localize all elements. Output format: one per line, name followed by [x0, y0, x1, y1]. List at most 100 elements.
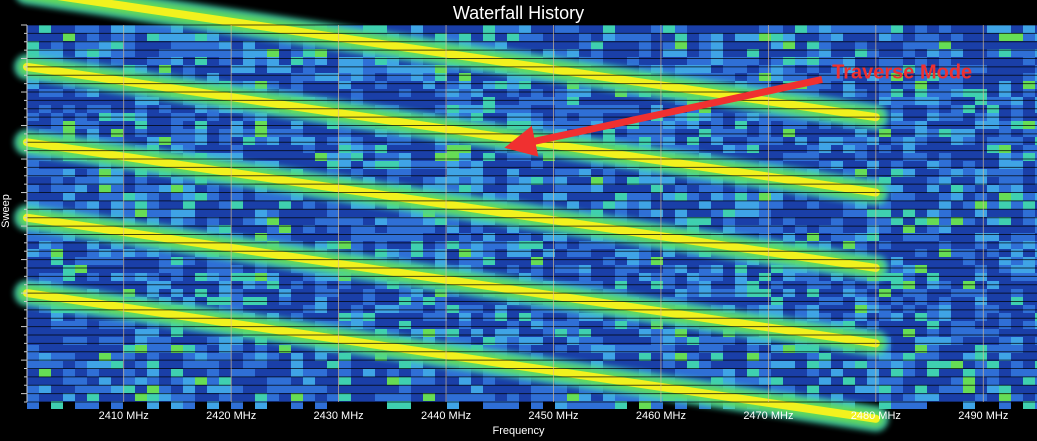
heatmap-cell — [507, 249, 519, 257]
heatmap-cell — [831, 369, 843, 377]
heatmap-cell — [483, 193, 495, 201]
heatmap-cell — [579, 41, 591, 49]
heatmap-cell — [183, 193, 195, 201]
heatmap-cell — [735, 209, 747, 217]
heatmap-cell — [483, 241, 495, 249]
heatmap-cell — [903, 393, 915, 401]
heatmap-cell — [75, 201, 87, 209]
heatmap-cell — [795, 193, 807, 201]
heatmap-cell — [891, 169, 903, 177]
heatmap-cell — [303, 369, 315, 377]
heatmap-cell — [63, 337, 75, 345]
heatmap-cell — [915, 265, 927, 273]
heatmap-cell — [807, 361, 819, 369]
heatmap-cell — [675, 217, 687, 225]
heatmap-cell — [183, 401, 195, 409]
heatmap-cell — [963, 161, 975, 169]
heatmap-cell — [291, 401, 303, 409]
heatmap-cell — [795, 25, 807, 33]
heatmap-cell — [759, 73, 771, 81]
heatmap-cell — [339, 65, 351, 73]
heatmap-cell — [663, 129, 675, 137]
heatmap-cell — [159, 257, 171, 265]
heatmap-cell — [99, 193, 111, 201]
heatmap-cell — [27, 81, 39, 89]
heatmap-cell — [855, 25, 867, 33]
heatmap-cell — [939, 361, 951, 369]
heatmap-cell — [507, 89, 519, 97]
heatmap-cell — [27, 353, 39, 361]
heatmap-cell — [27, 361, 39, 369]
heatmap-cell — [939, 193, 951, 201]
heatmap-cell — [603, 177, 615, 185]
heatmap-cell — [975, 329, 987, 337]
heatmap-cell — [243, 81, 255, 89]
heatmap-cell — [951, 73, 963, 81]
heatmap-cell — [723, 65, 735, 73]
heatmap-cell — [279, 345, 291, 353]
heatmap-cell — [327, 217, 339, 225]
heatmap-cell — [783, 345, 795, 353]
heatmap-cell — [831, 233, 843, 241]
heatmap-cell — [975, 97, 987, 105]
heatmap-cell — [51, 201, 63, 209]
heatmap-cell — [471, 265, 483, 273]
heatmap-cell — [351, 65, 363, 73]
heatmap-cell — [915, 385, 927, 393]
heatmap-cell — [711, 129, 723, 137]
heatmap-cell — [135, 177, 147, 185]
heatmap-cell — [339, 369, 351, 377]
heatmap-cell — [939, 25, 951, 33]
heatmap-cell — [627, 129, 639, 137]
heatmap-cell — [147, 321, 159, 329]
heatmap-cell — [915, 73, 927, 81]
heatmap-cell — [987, 49, 999, 57]
heatmap-cell — [615, 401, 627, 409]
heatmap-cell — [939, 249, 951, 257]
heatmap-cell — [483, 41, 495, 49]
heatmap-cell — [387, 57, 399, 65]
heatmap-cell — [387, 305, 399, 313]
heatmap-cell — [171, 369, 183, 377]
heatmap-cell — [891, 137, 903, 145]
heatmap-cell — [891, 265, 903, 273]
heatmap-cell — [51, 353, 63, 361]
heatmap-cell — [483, 97, 495, 105]
heatmap-cell — [471, 257, 483, 265]
heatmap-cell — [663, 137, 675, 145]
heatmap-cell — [1023, 233, 1035, 241]
heatmap-cell — [375, 129, 387, 137]
heatmap-cell — [735, 33, 747, 41]
heatmap-cell — [387, 169, 399, 177]
heatmap-cell — [1035, 65, 1037, 73]
heatmap-cell — [615, 273, 627, 281]
heatmap-cell — [27, 385, 39, 393]
heatmap-cell — [459, 177, 471, 185]
heatmap-cell — [231, 401, 243, 409]
heatmap-cell — [735, 145, 747, 153]
heatmap-cell — [183, 385, 195, 393]
heatmap-cell — [927, 97, 939, 105]
heatmap-cell — [303, 201, 315, 209]
heatmap-cell — [87, 401, 99, 409]
heatmap-cell — [339, 153, 351, 161]
heatmap-cell — [63, 369, 75, 377]
heatmap-cell — [555, 385, 567, 393]
heatmap-cell — [243, 129, 255, 137]
heatmap-cell — [903, 137, 915, 145]
heatmap-cell — [183, 33, 195, 41]
heatmap-cell — [147, 137, 159, 145]
heatmap-cell — [39, 369, 51, 377]
heatmap-cell — [747, 33, 759, 41]
heatmap-cell — [279, 201, 291, 209]
heatmap-cell — [939, 169, 951, 177]
heatmap-cell — [231, 305, 243, 313]
heatmap-cell — [1011, 265, 1023, 273]
heatmap-cell — [939, 57, 951, 65]
heatmap-cell — [711, 121, 723, 129]
heatmap-cell — [999, 337, 1011, 345]
heatmap-cell — [1035, 273, 1037, 281]
heatmap-cell — [543, 121, 555, 129]
heatmap-cell — [711, 57, 723, 65]
heatmap-cell — [735, 377, 747, 385]
